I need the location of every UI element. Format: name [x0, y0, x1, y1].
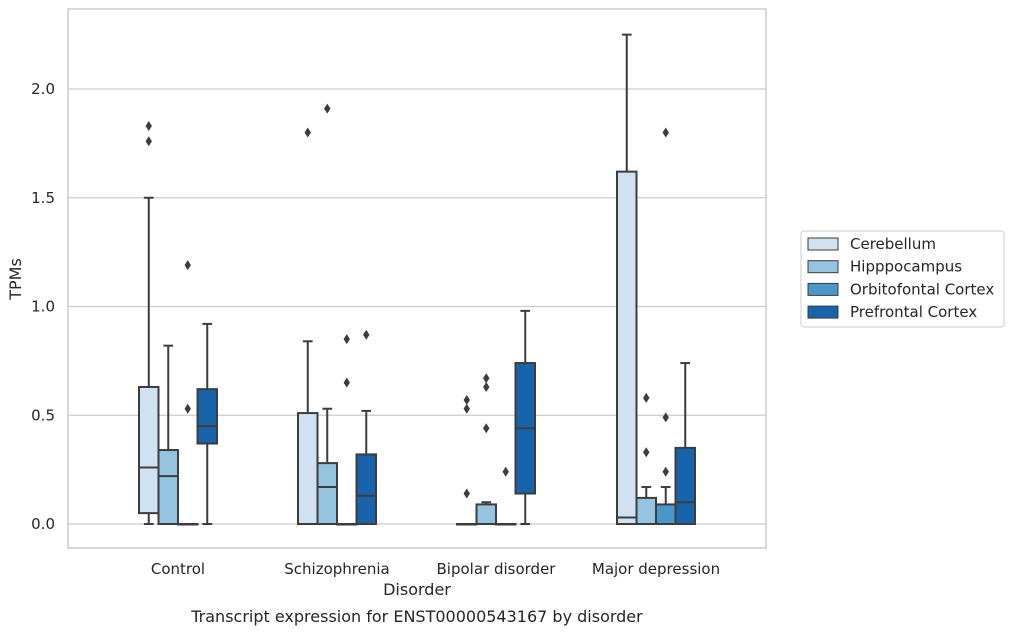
box-prefrontal-cortex	[514, 309, 536, 525]
outlier-point	[184, 260, 191, 271]
box-iqr	[674, 446, 696, 525]
box-prefrontal-cortex	[674, 362, 696, 525]
box-orbitofontal-cortex	[655, 127, 677, 525]
box-hipppocampus	[635, 392, 657, 525]
box-orbitofontal-cortex	[177, 260, 199, 526]
legend-swatch	[807, 260, 839, 274]
x-tick-label: Major depression	[592, 560, 720, 578]
y-tick-label: 1.5	[31, 189, 55, 207]
outlier-point	[343, 334, 350, 345]
box-iqr	[196, 388, 218, 445]
box-iqr	[616, 170, 638, 525]
box-iqr	[355, 453, 377, 525]
legend-frame	[800, 230, 1005, 328]
outlier-point	[463, 488, 470, 499]
outlier-point	[304, 127, 311, 138]
outlier-point	[463, 395, 470, 406]
outlier-point	[483, 381, 490, 392]
box-hipppocampus	[316, 103, 338, 526]
box-series	[138, 33, 696, 526]
legend-swatch	[807, 237, 839, 251]
box-prefrontal-cortex	[196, 322, 218, 525]
box-iqr	[316, 462, 338, 526]
outlier-point	[363, 329, 370, 340]
y-tick-label: 0.0	[31, 515, 55, 533]
box-iqr	[138, 385, 160, 515]
box-orbitofontal-cortex	[495, 466, 517, 526]
box-iqr	[475, 503, 497, 525]
box-hipppocampus	[157, 344, 179, 525]
plot-frame	[67, 8, 767, 549]
box-prefrontal-cortex	[355, 329, 377, 525]
outlier-point	[643, 392, 650, 403]
y-axis-ticks: 0.0 0.5 1.0 1.5 2.0	[31, 80, 55, 533]
x-axis-label: Disorder	[383, 580, 451, 599]
x-tick-label: Control	[151, 560, 205, 578]
y-tick-label: 0.5	[31, 406, 55, 424]
x-axis-ticks: Control Schizophrenia Bipolar disorder Majo…	[151, 560, 720, 578]
outlier-point	[324, 103, 331, 114]
box-cerebellum	[138, 120, 160, 525]
y-axis-label: TPMs	[6, 258, 25, 301]
legend-label: Cerebellum	[850, 235, 936, 253]
outlier-point	[662, 127, 669, 138]
box-hipppocampus	[475, 373, 497, 525]
legend-swatch	[807, 305, 839, 319]
box-cerebellum	[616, 33, 638, 525]
legend-label: Orbitofontal Cortex	[850, 280, 994, 298]
outlier-point	[643, 447, 650, 458]
y-tick-label: 1.0	[31, 298, 55, 316]
outlier-point	[502, 466, 509, 477]
box-cerebellum	[456, 395, 478, 526]
box-iqr	[297, 412, 319, 526]
legend-swatch	[807, 282, 839, 296]
outlier-point	[662, 412, 669, 423]
legend-label: Prefrontal Cortex	[850, 303, 977, 321]
box-iqr	[655, 503, 677, 525]
y-tick-label: 2.0	[31, 80, 55, 98]
outlier-point	[662, 466, 669, 477]
x-tick-label: Bipolar disorder	[437, 560, 557, 578]
box-iqr	[635, 496, 657, 525]
outlier-point	[483, 373, 490, 384]
outlier-point	[463, 403, 470, 414]
legend: Cerebellum Hipppocampus Orbitofontal Corte…	[800, 230, 1005, 328]
outlier-point	[145, 136, 152, 147]
outlier-point	[184, 403, 191, 414]
box-orbitofontal-cortex	[336, 334, 358, 526]
outlier-point	[483, 423, 490, 434]
legend-label: Hipppocampus	[850, 258, 962, 276]
box-cerebellum	[297, 127, 319, 526]
box-iqr	[157, 449, 179, 525]
outlier-point	[145, 120, 152, 131]
outlier-point	[343, 377, 350, 388]
chart-caption: Transcript expression for ENST0000054316…	[190, 607, 643, 626]
x-tick-label: Schizophrenia	[284, 560, 389, 578]
